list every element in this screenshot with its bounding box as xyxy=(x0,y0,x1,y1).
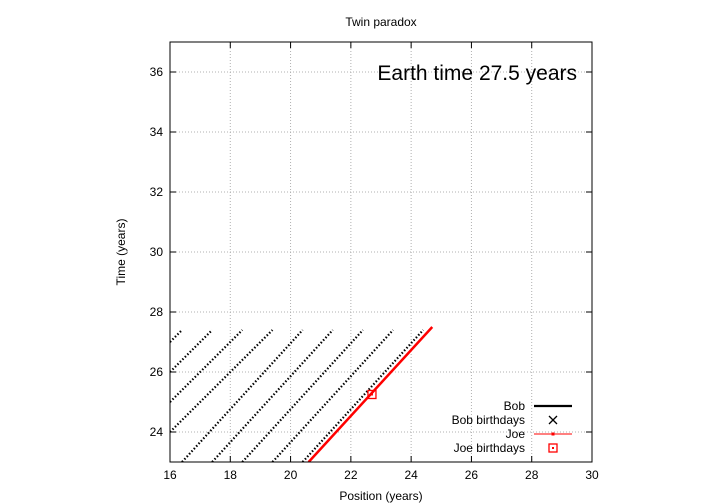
legend-label: Joe xyxy=(506,427,526,441)
bob-worldline xyxy=(170,329,244,403)
legend-swatch-bob-birthdays xyxy=(548,415,558,425)
data-layer xyxy=(170,326,434,462)
y-tick-label: 36 xyxy=(150,65,164,79)
legend-label: Bob xyxy=(504,399,526,413)
y-axis-label: Time (years) xyxy=(114,219,128,286)
legend-swatch-bob-point xyxy=(552,405,554,407)
bob-worldline xyxy=(241,329,364,462)
legend-swatch-joe-birthdays-center xyxy=(552,447,554,449)
y-tick-label: 28 xyxy=(150,305,164,319)
y-tick-label: 24 xyxy=(150,425,164,439)
bob-worldline xyxy=(181,329,304,462)
x-tick-label: 22 xyxy=(344,468,358,482)
joe-birthday-marker-center xyxy=(370,393,373,396)
axis-ticks: 16 18 20 22 24 26 28 30 24 26 28 30 32 34 36 xyxy=(150,42,599,482)
grid-lines xyxy=(170,42,592,462)
x-tick-label: 16 xyxy=(163,468,177,482)
x-tick-label: 26 xyxy=(465,468,479,482)
chart-title: Twin paradox xyxy=(345,15,416,29)
legend-label: Bob birthdays xyxy=(452,413,525,427)
legend-label: Joe birthdays xyxy=(454,441,525,455)
y-tick-label: 32 xyxy=(150,185,164,199)
x-tick-label: 18 xyxy=(224,468,238,482)
legend-swatch-joe-point xyxy=(551,432,555,436)
joe-worldline xyxy=(307,326,434,462)
x-tick-label: 28 xyxy=(525,468,539,482)
y-tick-label: 26 xyxy=(150,365,164,379)
bob-worldline xyxy=(170,329,213,373)
legend-swatch-joe-birthdays xyxy=(548,443,558,453)
x-tick-label: 20 xyxy=(284,468,298,482)
x-tick-label: 30 xyxy=(585,468,599,482)
y-tick-label: 34 xyxy=(150,125,164,139)
bob-worldline xyxy=(170,329,183,343)
chart-annotation: Earth time 27.5 years xyxy=(377,62,577,85)
bob-worldline xyxy=(170,329,274,433)
x-axis-label: Position (years) xyxy=(339,489,422,503)
bob-worldline xyxy=(301,329,425,462)
x-tick-label: 24 xyxy=(404,468,418,482)
joe-birthday-marker xyxy=(367,389,377,400)
y-tick-label: 30 xyxy=(150,245,164,259)
